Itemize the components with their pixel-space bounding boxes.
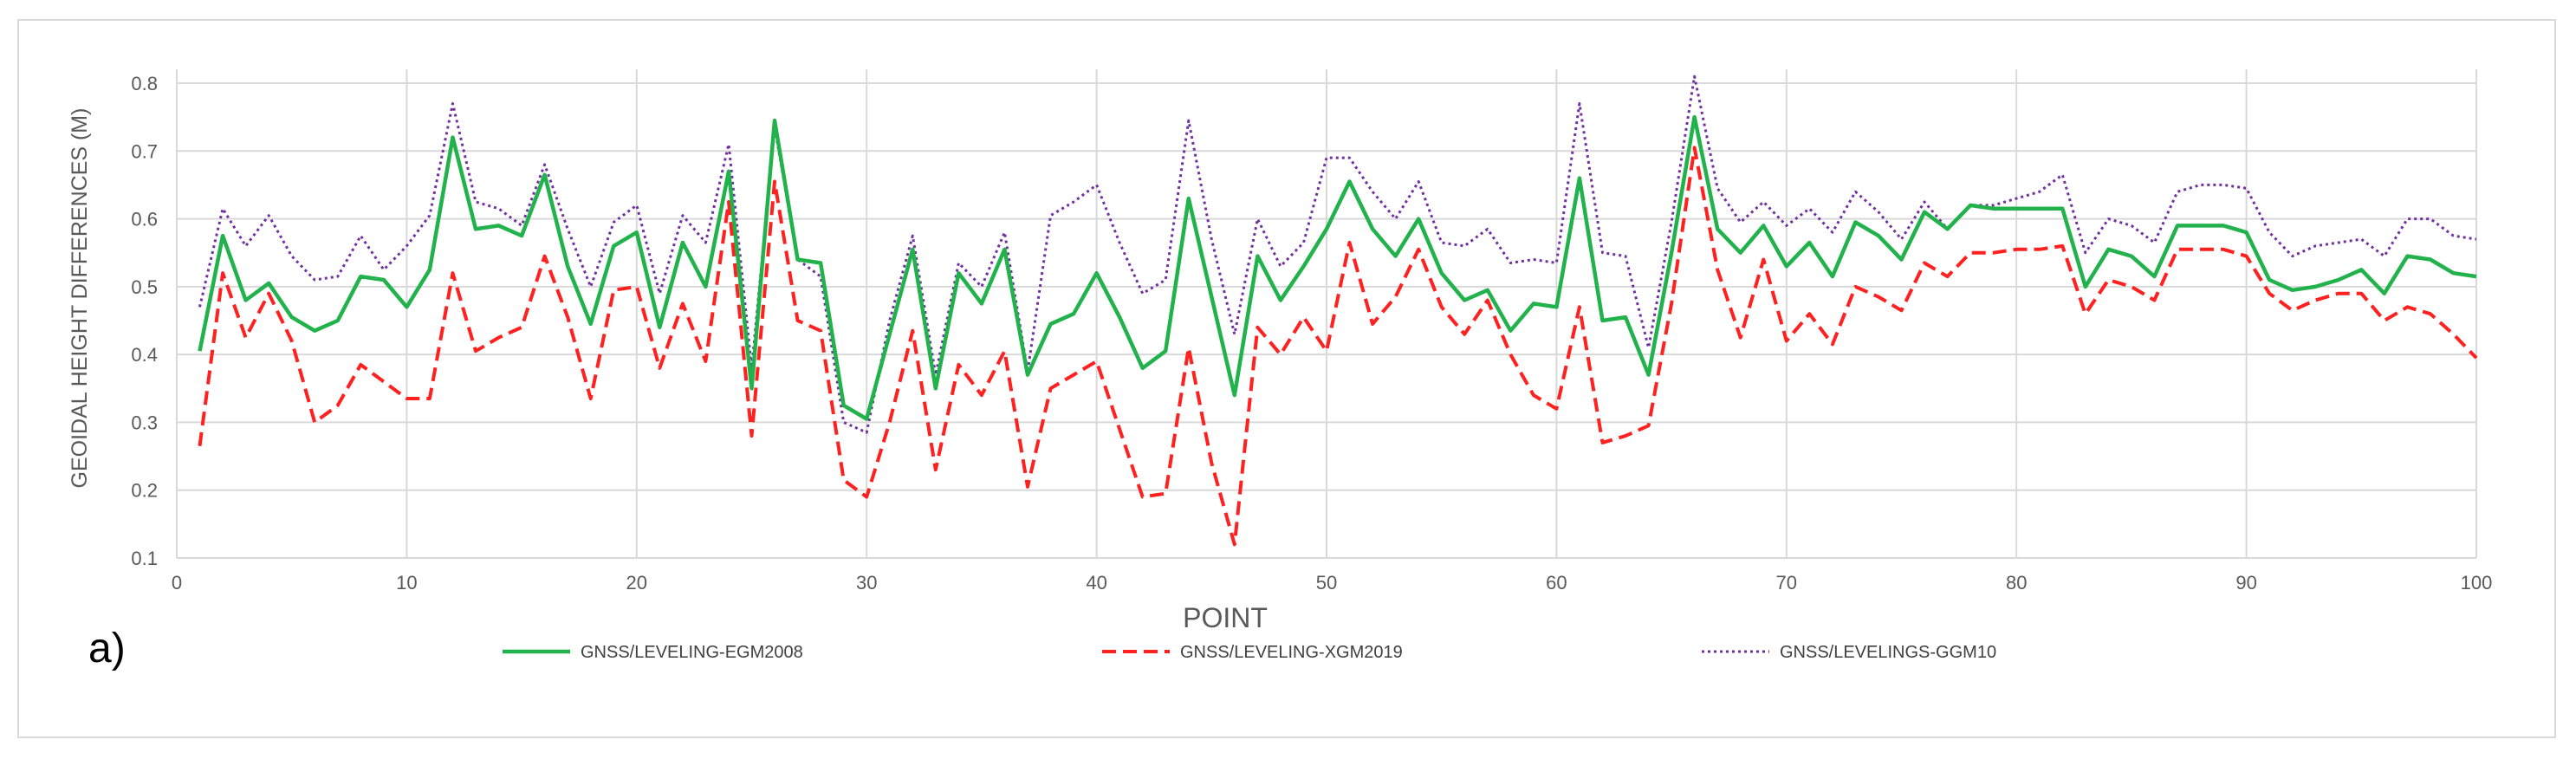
y-tick-label: 0.5	[131, 276, 158, 298]
x-tick-label: 70	[1776, 572, 1797, 594]
y-tick-label: 0.7	[131, 140, 158, 162]
series-line	[198, 75, 2477, 434]
legend-label: GNSS/LEVELING-XGM2019	[1180, 643, 1403, 662]
y-tick-labels: 0.1 0.2 0.3 0.4 0.5 0.6 0.7 0.8	[131, 73, 158, 569]
series-line	[198, 114, 2477, 421]
gridlines	[176, 69, 2477, 559]
x-tick-label: 90	[2235, 572, 2256, 594]
y-tick-label: 0.1	[131, 548, 158, 569]
x-axis-title: POINT	[1183, 602, 1268, 633]
series-lines	[198, 75, 2478, 547]
y-tick-label: 0.2	[131, 480, 158, 502]
y-tick-label: 0.6	[131, 209, 158, 230]
series-line	[198, 146, 2478, 547]
y-tick-label: 0.3	[131, 412, 158, 433]
x-tick-label: 60	[1546, 572, 1567, 594]
x-tick-label: 20	[626, 572, 647, 594]
x-tick-label: 10	[396, 572, 417, 594]
chart-frame: 0 10 20 30 40 50 60 70 80 90 100 0.1 0.2 0.3 0.4 0.5 0.…	[17, 19, 2556, 738]
x-tick-label: 50	[1316, 572, 1337, 594]
x-tick-label: 0	[172, 572, 182, 594]
y-axis-title: GEOIDAL HEIGHT DIFFERENCES (M)	[68, 108, 92, 489]
legend-label: GNSS/LEVELING-EGM2008	[581, 643, 803, 662]
legend: GNSS/LEVELING-EGM2008 GNSS/LEVELING-XGM20…	[503, 643, 1996, 662]
x-tick-label: 80	[2006, 572, 2027, 594]
y-tick-label: 0.4	[131, 344, 158, 366]
y-tick-label: 0.8	[131, 73, 158, 94]
x-tick-label: 40	[1086, 572, 1106, 594]
x-tick-label: 30	[856, 572, 877, 594]
panel-label: a)	[88, 626, 126, 671]
x-tick-label: 100	[2461, 572, 2493, 594]
line-chart: 0 10 20 30 40 50 60 70 80 90 100 0.10.20.30.40.50.…	[68, 69, 2492, 671]
x-tick-labels: 0 10 20 30 40 50 60 70 80 90 100	[172, 572, 2492, 594]
legend-label: GNSS/LEVELINGS-GGM10	[1780, 643, 1996, 662]
